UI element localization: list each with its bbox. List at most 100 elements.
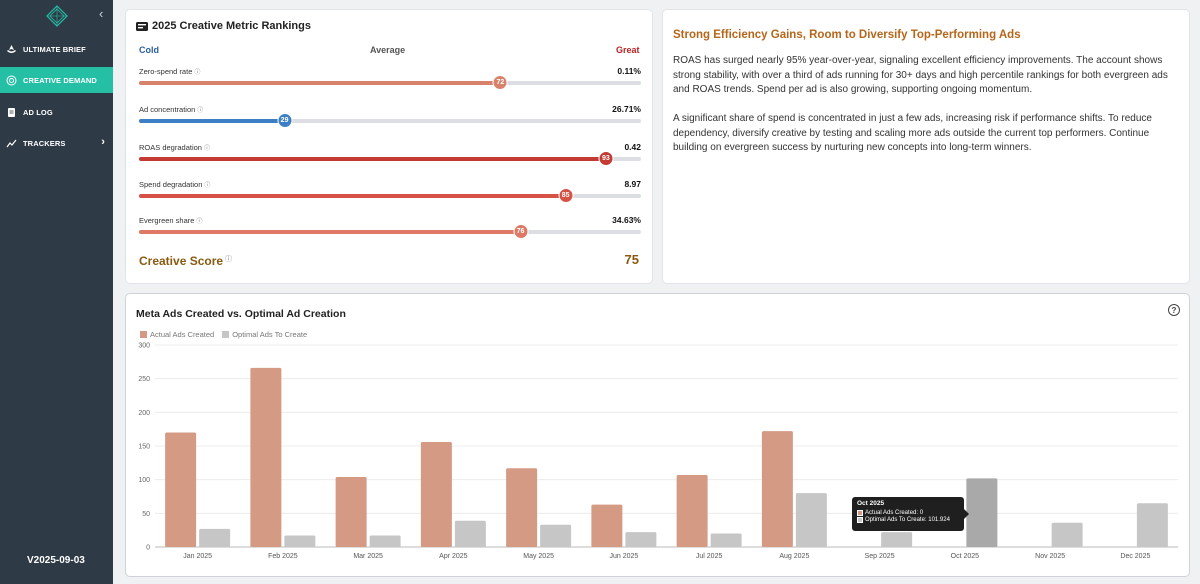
metric-name-text: Spend degradation [139, 180, 203, 189]
metric-percentile-knob: 85 [558, 188, 574, 203]
bar-actual [165, 432, 197, 547]
x-tick-label: Nov 2025 [1035, 553, 1065, 560]
nav-item-creative-demand[interactable]: CREATIVE DEMAND [0, 67, 113, 93]
bar-optimal [710, 533, 742, 547]
metric-track: 93 [139, 151, 641, 166]
nav-label: ULTIMATE BRIEF [23, 44, 86, 54]
x-tick-label: Feb 2025 [268, 553, 298, 560]
x-tick-label: Mar 2025 [353, 553, 383, 560]
metric-fill [139, 157, 606, 161]
legend-swatch [140, 331, 147, 338]
metric-fill [139, 119, 285, 123]
metric-row: Zero-spend rate ⓘ 0.11% 72 [139, 66, 641, 97]
creative-score-label: Creative Score [139, 254, 224, 268]
nav-label: CREATIVE DEMAND [23, 75, 97, 85]
chart-legend: Actual Ads Created Optimal Ads To Create [140, 330, 315, 339]
bar-actual [761, 431, 793, 547]
legend-swatch [222, 331, 230, 338]
creative-metric-rankings-card: 2025 Creative Metric Rankings Cold Avera… [125, 9, 653, 284]
y-tick-label: 300 [138, 343, 150, 350]
summary-paragraph: ROAS has surged nearly 95% year-over-yea… [673, 55, 1168, 95]
metric-fill [139, 81, 501, 85]
x-tick-label: Oct 2025 [951, 553, 980, 560]
metric-name: ROAS degradation ⓘ [139, 143, 210, 152]
info-icon[interactable]: ⓘ [225, 256, 233, 263]
metric-name-text: Evergreen share [139, 216, 195, 225]
metric-name-text: Ad concentration [139, 105, 196, 114]
nav-item-ad-log[interactable]: AD LOG [0, 99, 113, 125]
bar-chart: 0 50 100 150 200 250 300 Jan 2025 Feb 2025 Mar 20… [138, 343, 1178, 560]
metric-percentile-knob: 29 [277, 113, 293, 128]
tooltip-row-optimal: Optimal Ads To Create: 101.924 [857, 517, 959, 523]
metric-name-text: ROAS degradation [139, 143, 202, 152]
metric-value: 8.97 [624, 179, 641, 189]
metric-percentile-knob: 93 [598, 151, 614, 166]
x-tick-label: Apr 2025 [439, 553, 468, 560]
x-tick-label: Jul 2025 [696, 553, 723, 560]
metric-row: ROAS degradation ⓘ 0.42 93 [139, 142, 641, 173]
app-version: V2025-09-03 [27, 555, 85, 566]
tooltip-row-actual: Actual Ads Created: 0 [857, 510, 959, 516]
metric-percentile-knob: 72 [492, 75, 508, 90]
metric-value: 34.63% [612, 215, 641, 225]
chevron-right-icon[interactable]: › [101, 136, 105, 148]
metric-track: 29 [139, 113, 641, 128]
metric-fill [139, 230, 521, 234]
chart-tooltip: Oct 2025 Actual Ads Created: 0 Optimal A… [852, 497, 969, 531]
metric-name: Zero-spend rate ⓘ [139, 67, 200, 76]
bar-optimal [284, 535, 316, 547]
diamond-compass-icon[interactable] [46, 5, 68, 27]
info-icon[interactable]: ⓘ [196, 219, 203, 225]
metric-value: 26.71% [612, 104, 641, 114]
scale-average-label: Average [370, 45, 406, 55]
sidebar: ‹ ULTIMATE BRIEF CREATIVE DEMAND AD LOG … [0, 0, 113, 584]
nav-item-trackers[interactable]: TRACKERS › [0, 130, 113, 156]
bar-actual [676, 474, 708, 547]
bar-optimal [540, 524, 572, 547]
help-icon[interactable]: ? [1168, 304, 1180, 316]
legend-item-optimal[interactable]: Optimal Ads To Create [222, 330, 307, 339]
x-tick-label: Jan 2025 [183, 553, 212, 560]
creative-score-label-wrap: Creative Score ⓘ [139, 254, 232, 268]
info-icon[interactable]: ⓘ [204, 183, 211, 189]
rankings-title-wrap: 2025 Creative Metric Rankings [136, 20, 311, 32]
tooltip-swatch [857, 517, 863, 523]
legend-label: Actual Ads Created [150, 330, 215, 339]
bar-optimal [625, 532, 657, 547]
bar-optimal [454, 520, 486, 547]
bar-optimal [369, 535, 401, 547]
info-icon[interactable]: ⓘ [194, 70, 201, 76]
metric-value: 0.42 [624, 142, 641, 152]
info-icon[interactable]: ⓘ [197, 108, 204, 114]
tooltip-swatch [857, 510, 863, 516]
bar-actual [420, 441, 452, 547]
metric-name-text: Zero-spend rate [139, 67, 193, 76]
metric-fill [139, 194, 566, 198]
bar-actual [335, 476, 367, 547]
metric-value: 0.11% [617, 66, 641, 76]
bar-optimal [199, 528, 231, 547]
bar-actual [506, 468, 538, 547]
creative-score-value: 75 [624, 252, 639, 267]
metric-row: Ad concentration ⓘ 26.71% 29 [139, 104, 641, 135]
x-tick-label: May 2025 [523, 553, 554, 560]
document-icon [6, 107, 17, 118]
tooltip-optimal: Optimal Ads To Create: 101.924 [865, 517, 950, 523]
x-tick-label: Jun 2025 [609, 553, 638, 560]
nav-item-ultimate-brief[interactable]: ULTIMATE BRIEF [0, 36, 113, 62]
metric-track: 76 [139, 224, 641, 239]
metric-track: 85 [139, 188, 641, 203]
metric-row: Evergreen share ⓘ 34.63% 76 [139, 215, 641, 246]
metric-track: 72 [139, 75, 641, 90]
legend-item-actual[interactable]: Actual Ads Created [140, 330, 214, 339]
y-tick-label: 100 [138, 477, 150, 484]
summary-paragraph: A significant share of spend is concentr… [673, 113, 1152, 153]
y-tick-label: 0 [146, 545, 150, 552]
legend-label: Optimal Ads To Create [232, 330, 308, 339]
tooltip-title: Oct 2025 [857, 500, 885, 507]
info-icon[interactable]: ⓘ [203, 146, 210, 152]
nav-label: AD LOG [23, 107, 53, 117]
x-tick-label: Aug 2025 [779, 553, 809, 560]
metric-name: Spend degradation ⓘ [139, 180, 210, 189]
collapse-sidebar-icon[interactable]: ‹ [99, 6, 104, 21]
